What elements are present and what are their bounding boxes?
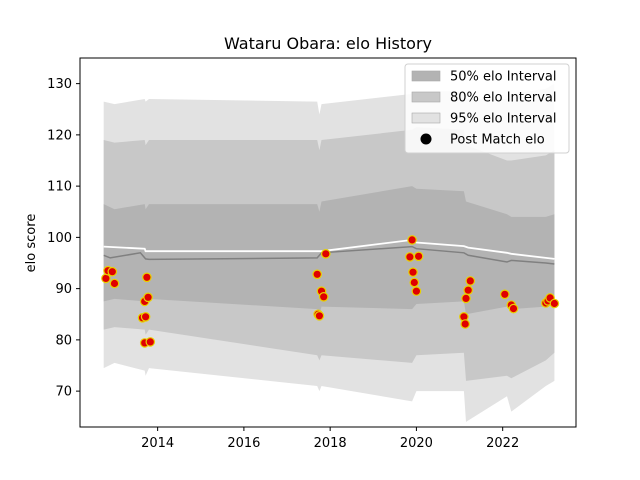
post-match-point xyxy=(460,319,470,329)
legend-label-post: Post Match elo xyxy=(450,133,545,148)
x-axis: 2014 2016 2018 2020 2022 xyxy=(141,427,519,451)
legend-swatch-band80 xyxy=(411,91,441,103)
post-match-point xyxy=(407,235,417,245)
elo-lines xyxy=(103,238,555,265)
y-axis: 70 80 90 100 110 120 130 xyxy=(47,77,80,400)
legend-items: 50% elo Interval 80% elo Interval 95% elo … xyxy=(411,70,557,148)
post-match-point xyxy=(312,269,322,280)
y-tick-label: 120 xyxy=(47,128,72,143)
post-match-point xyxy=(408,267,418,277)
post-match-point xyxy=(140,311,151,322)
post-match-point xyxy=(109,278,120,289)
post-match-point xyxy=(318,291,329,302)
post-match-point xyxy=(320,249,331,259)
legend-frame xyxy=(404,63,570,154)
legend: 50% elo Interval 80% elo Interval 95% elo … xyxy=(404,63,570,154)
y-tick-label: 90 xyxy=(55,282,72,297)
legend-label-band95: 95% elo Interval xyxy=(450,112,557,127)
mean-elo-line xyxy=(103,245,555,265)
legend-label-band50: 50% elo Interval xyxy=(450,70,557,85)
plot-frame xyxy=(79,57,577,428)
x-tick-label: 2016 xyxy=(227,436,260,451)
post-match-point xyxy=(142,272,152,283)
x-tick-label: 2022 xyxy=(486,436,519,451)
post-match-point xyxy=(314,310,325,321)
x-tick-label: 2018 xyxy=(314,436,347,451)
x-tick-label: 2020 xyxy=(400,436,433,451)
y-tick-label: 80 xyxy=(55,333,72,348)
post-match-point xyxy=(143,292,153,303)
legend-swatch-band50 xyxy=(411,70,441,82)
post-match-point xyxy=(405,252,415,262)
plot-area xyxy=(101,83,560,422)
post-match-point xyxy=(463,285,473,295)
post-match-point xyxy=(107,266,118,277)
post-match-point xyxy=(101,273,111,284)
post-match-points xyxy=(101,235,560,348)
y-tick-label: 110 xyxy=(47,180,72,195)
post-match-point xyxy=(413,251,424,262)
post-match-point xyxy=(465,276,476,286)
y-tick-label: 130 xyxy=(47,77,72,92)
post-match-point xyxy=(409,277,420,288)
y-tick-label: 100 xyxy=(47,231,72,246)
chart-title: Wataru Obara: elo History xyxy=(224,34,432,53)
post-match-point xyxy=(549,298,560,309)
post-match-point xyxy=(499,289,510,300)
post-match-point xyxy=(508,303,519,314)
y-axis-label: elo score xyxy=(24,214,39,273)
y-tick-label: 70 xyxy=(55,385,72,400)
legend-marker-post xyxy=(420,133,432,145)
pre-match-elo-line xyxy=(103,238,555,260)
x-tick-label: 2014 xyxy=(141,436,174,451)
post-match-point xyxy=(145,337,156,347)
legend-swatch-band95 xyxy=(411,112,441,124)
post-match-point xyxy=(461,293,471,304)
legend-label-band80: 80% elo Interval xyxy=(450,91,557,106)
post-match-point xyxy=(411,286,422,296)
